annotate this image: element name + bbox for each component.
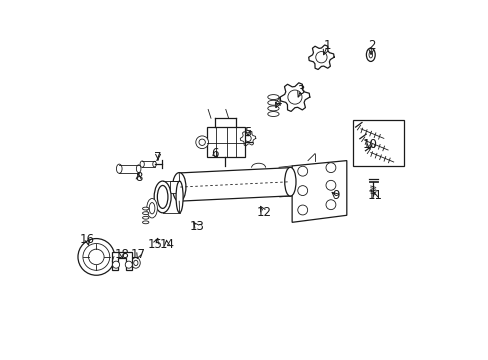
Text: 9: 9 [332, 189, 339, 202]
Ellipse shape [154, 181, 171, 213]
Ellipse shape [142, 221, 148, 224]
Ellipse shape [267, 106, 279, 111]
Circle shape [244, 135, 251, 141]
Ellipse shape [133, 260, 138, 266]
Ellipse shape [142, 212, 148, 215]
Text: 16: 16 [80, 234, 95, 247]
Text: 12: 12 [256, 206, 271, 219]
Text: 7: 7 [154, 150, 162, 163]
Circle shape [83, 243, 109, 270]
Text: 5: 5 [244, 126, 251, 139]
Text: 15: 15 [148, 238, 163, 251]
Ellipse shape [131, 258, 140, 268]
Circle shape [195, 136, 208, 149]
Ellipse shape [116, 164, 122, 173]
Circle shape [297, 186, 307, 195]
Ellipse shape [140, 161, 144, 167]
Text: 14: 14 [159, 238, 174, 251]
Text: 4: 4 [274, 96, 281, 109]
Text: 3: 3 [297, 84, 304, 96]
Ellipse shape [267, 95, 279, 100]
Text: 2: 2 [367, 40, 374, 53]
Bar [207, 127, 244, 157]
Polygon shape [170, 181, 179, 193]
Circle shape [88, 249, 104, 265]
Circle shape [325, 180, 335, 190]
Circle shape [297, 166, 307, 176]
Circle shape [78, 239, 114, 275]
Ellipse shape [284, 167, 295, 196]
Circle shape [315, 51, 326, 63]
Text: 6: 6 [210, 147, 218, 160]
Circle shape [125, 261, 132, 268]
Ellipse shape [157, 185, 167, 208]
Circle shape [325, 200, 335, 210]
Ellipse shape [142, 207, 148, 210]
Ellipse shape [176, 181, 183, 213]
Ellipse shape [368, 51, 372, 58]
Circle shape [199, 139, 205, 145]
Text: 11: 11 [367, 189, 382, 202]
Text: 17: 17 [131, 248, 146, 261]
Ellipse shape [142, 216, 148, 219]
Circle shape [325, 163, 335, 172]
Ellipse shape [172, 172, 185, 202]
Circle shape [297, 205, 307, 215]
Polygon shape [291, 161, 346, 222]
Text: 1: 1 [323, 40, 330, 53]
Bar [352, 120, 404, 166]
Text: 13: 13 [189, 220, 204, 233]
Ellipse shape [366, 48, 374, 62]
Circle shape [112, 261, 120, 268]
Ellipse shape [267, 100, 279, 105]
Ellipse shape [136, 165, 141, 172]
Ellipse shape [149, 203, 155, 214]
Text: 10: 10 [362, 138, 376, 151]
Ellipse shape [146, 198, 157, 218]
Ellipse shape [152, 161, 156, 167]
Polygon shape [179, 168, 290, 201]
Circle shape [287, 90, 302, 104]
Text: 8: 8 [135, 171, 142, 184]
Ellipse shape [267, 112, 279, 117]
Text: 18: 18 [114, 248, 129, 261]
Polygon shape [112, 252, 132, 270]
